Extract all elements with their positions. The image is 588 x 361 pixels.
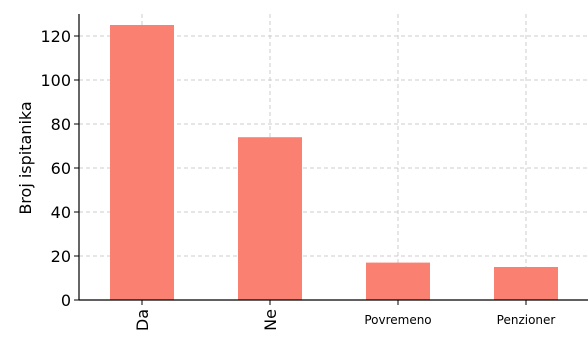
bar-povremeno [366, 262, 430, 300]
y-tick-label: 80 [51, 115, 71, 134]
bars [110, 25, 558, 300]
y-tick-label: 60 [51, 159, 71, 178]
x-tick-labels: Da Ne Povremeno Penzioner [133, 309, 555, 331]
y-axis-label: Broj ispitanika [16, 101, 35, 214]
y-tick-label: 20 [51, 247, 71, 266]
x-tick-label: Da [133, 309, 152, 331]
y-tick-labels: 0 20 40 60 80 100 120 [40, 27, 71, 310]
axes [74, 14, 588, 305]
x-tick-label: Ne [261, 309, 280, 331]
bar-ne [238, 137, 302, 300]
y-tick-label: 100 [40, 71, 71, 90]
bar-da [110, 25, 174, 300]
x-tick-label: Penzioner [497, 313, 556, 327]
y-tick-label: 0 [61, 291, 71, 310]
y-tick-label: 40 [51, 203, 71, 222]
y-tick-label: 120 [40, 27, 71, 46]
x-tick-label: Povremeno [364, 313, 431, 327]
bar-penzioner [494, 267, 558, 300]
